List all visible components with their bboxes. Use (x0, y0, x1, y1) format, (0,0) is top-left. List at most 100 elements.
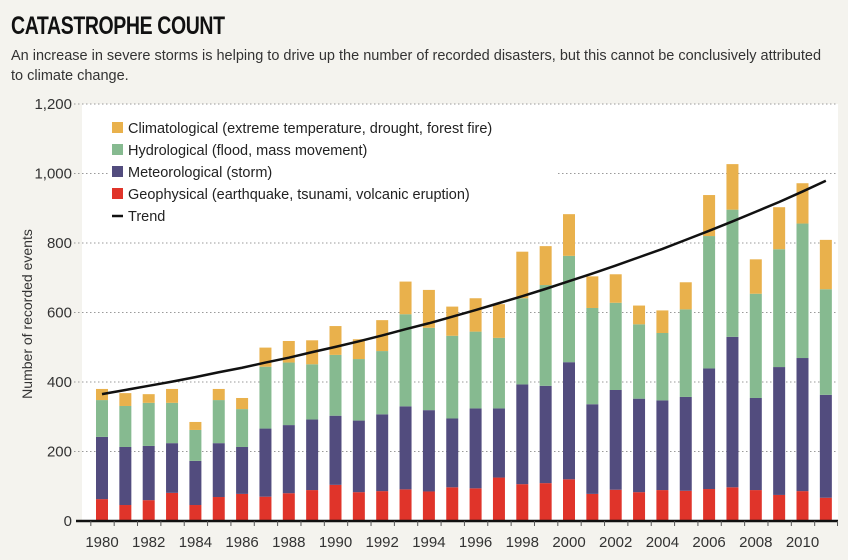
x-tick-label: 1992 (366, 534, 399, 551)
bar-segment (166, 402, 179, 444)
legend-label: Climatological (extreme temperature, dro… (128, 121, 492, 137)
x-tick-label: 2010 (786, 534, 819, 551)
bar-segment (236, 493, 249, 521)
bar-segment (726, 487, 739, 521)
bar-segment (539, 483, 552, 521)
x-tick-label: 1990 (319, 534, 352, 551)
x-axis: 1980 1982 1984 1986 1988 1990 1992 1994 1996 1998… (76, 519, 839, 551)
x-tick-label: 1986 (225, 534, 258, 551)
bar-segment (166, 388, 179, 403)
bar-segment (189, 460, 202, 506)
bar-segment (119, 505, 132, 521)
bar-segment (819, 239, 832, 290)
bar-segment (329, 484, 342, 521)
bar-segment (399, 406, 412, 490)
y-tick-label: 400 (47, 374, 72, 391)
legend-swatch (112, 188, 123, 199)
x-tick-label: 1994 (412, 534, 445, 551)
bar-segment (189, 429, 202, 461)
bar-segment (796, 358, 809, 492)
x-tick-label: 2002 (599, 534, 632, 551)
bar-segment (212, 388, 225, 401)
bar-segment (446, 306, 459, 336)
bar-segment (212, 443, 225, 498)
x-tick-label: 2008 (739, 534, 772, 551)
legend-background (108, 112, 558, 232)
bar-segment (609, 389, 622, 490)
y-tick-label: 1,200 (34, 96, 72, 113)
legend-label: Hydrological (flood, mass movement) (128, 143, 367, 159)
bar-segment (212, 497, 225, 521)
bar-segment (259, 496, 272, 521)
bar-segment (352, 492, 365, 521)
y-tick-label: 600 (47, 305, 72, 322)
bar-segment (446, 487, 459, 521)
bar-segment (819, 289, 832, 395)
bar-segment (282, 362, 295, 426)
bar-segment (446, 335, 459, 419)
bar-segment (329, 415, 342, 485)
bar-segment (539, 285, 552, 386)
bar-segment (189, 505, 202, 521)
x-tick-label: 2006 (692, 534, 725, 551)
legend-swatch (112, 144, 123, 155)
bar-segment (656, 310, 669, 334)
bar-segment (492, 408, 505, 478)
legend-label: Meteorological (storm) (128, 165, 272, 181)
bar-segment (563, 362, 575, 480)
legend: Climatological (extreme temperature, dro… (108, 112, 558, 232)
y-tick-label: 200 (47, 444, 72, 461)
bar-segment (142, 500, 155, 521)
bar-segment (259, 366, 272, 429)
bar-segment (609, 302, 622, 390)
bar-segment (376, 414, 389, 492)
bar-segment (376, 491, 389, 521)
bar-segment (469, 408, 482, 489)
bar-segment (679, 490, 692, 521)
x-tick-label: 2000 (552, 534, 585, 551)
bar-segment (399, 489, 412, 521)
bar-segment (422, 289, 435, 328)
legend-label: Trend (128, 209, 165, 225)
bar-segment (819, 497, 832, 521)
bar-segment (306, 490, 319, 521)
trend-line (101, 179, 827, 396)
y-tick-label: 1,000 (34, 166, 72, 183)
y-tick-label: 0 (64, 513, 72, 530)
bar-segment (166, 492, 179, 521)
bar-segment (726, 209, 739, 337)
x-tick-label: 1984 (179, 534, 212, 551)
bar-segment (352, 420, 365, 493)
legend-swatch (112, 166, 123, 177)
bar-segment (586, 404, 599, 494)
trend-line-group (101, 179, 827, 396)
bar-segment (166, 443, 179, 493)
bar-segment (399, 314, 412, 407)
chart-title: CATASTROPHE COUNT (11, 12, 225, 40)
bar-segment (96, 436, 108, 500)
bar-segment (282, 493, 295, 521)
bar-segment (96, 499, 108, 521)
bar-segment (633, 324, 646, 399)
legend-swatch (112, 122, 123, 133)
bar-segment (656, 490, 669, 521)
y-axis-ticks: 0 200 400 600 800 1,000 1,200 (34, 96, 72, 530)
bar-segment (189, 421, 202, 430)
bar-segment (609, 274, 622, 303)
bar-segment (679, 309, 692, 397)
bar-segment (516, 484, 529, 521)
bar-segment (492, 477, 505, 521)
bar-segment (726, 164, 739, 210)
bar-segment (446, 418, 459, 488)
bar-segment (586, 307, 599, 405)
bar-segment (422, 410, 435, 492)
bar-segment (633, 305, 646, 325)
bar-segment (703, 195, 716, 237)
bar-segment (422, 491, 435, 521)
x-tick-label: 1988 (272, 534, 305, 551)
bar-segment (703, 368, 716, 490)
bar-segment (703, 489, 716, 521)
bar-segment (306, 419, 319, 491)
bar-segment (352, 339, 365, 360)
